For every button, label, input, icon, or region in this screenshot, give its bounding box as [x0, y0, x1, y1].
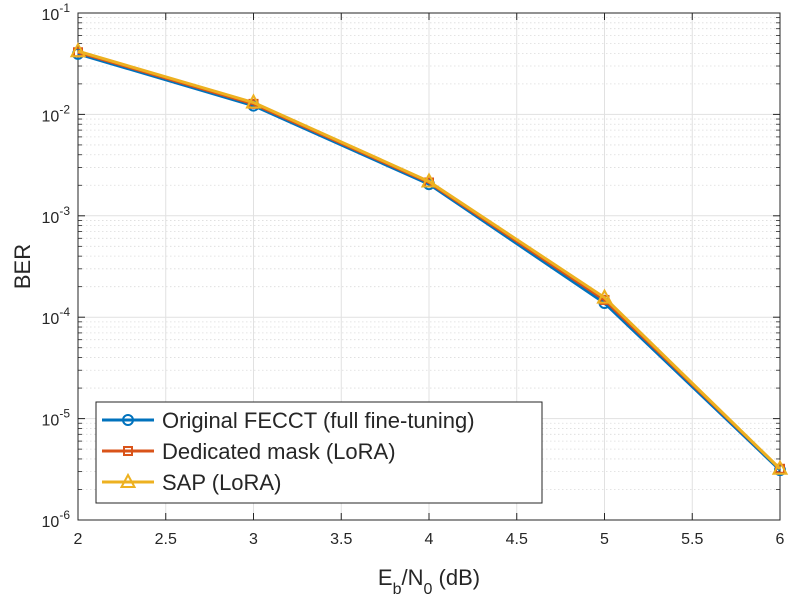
series-line — [77, 49, 782, 470]
y-tick-label: 10-6 — [42, 508, 71, 531]
x-tick-label: 3 — [249, 531, 258, 548]
legend-item: Dedicated mask (LoRA) — [102, 439, 396, 464]
legend-item: Original FECCT (full fine-tuning) — [102, 408, 475, 433]
x-tick-label: 5.5 — [681, 531, 703, 548]
legend-item: SAP (LoRA) — [102, 470, 281, 495]
legend: Original FECCT (full fine-tuning) Dedicat… — [95, 401, 543, 504]
x-tick-label: 3.5 — [330, 531, 352, 548]
data-point — [420, 172, 438, 188]
legend-marker — [119, 472, 137, 488]
legend-marker — [122, 414, 134, 426]
y-tick-label: 10-2 — [42, 102, 71, 125]
data-point — [245, 93, 262, 109]
grid — [77, 12, 781, 521]
legend-label: Original FECCT (full fine-tuning) — [162, 408, 475, 433]
y-tick-label: 10-4 — [42, 305, 71, 328]
y-axis-label: BER — [10, 244, 35, 289]
x-tick-label: 5 — [600, 531, 609, 548]
series-layer — [69, 42, 789, 477]
data-point — [596, 288, 613, 304]
legend-box — [95, 401, 543, 504]
x-tick-label: 2.5 — [155, 531, 177, 548]
y-tick-label: 10-1 — [42, 1, 71, 24]
legend-label: SAP (LoRA) — [162, 470, 281, 495]
data-point — [771, 459, 789, 475]
legend-marker — [123, 446, 133, 456]
x-axis-label: Eb/N0 (dB) — [378, 565, 480, 595]
x-tick-label: 2 — [74, 531, 83, 548]
series-3 — [69, 42, 789, 475]
y-tick-label: 10-3 — [42, 204, 71, 227]
legend-label: Dedicated mask (LoRA) — [162, 439, 396, 464]
data-point — [69, 42, 87, 58]
ticks: 2 2.5 3 3.5 4 4.5 5 5.5 6 10-6 10-5 10-4 10-3 10-2 10-… — [42, 1, 785, 548]
x-tick-label: 6 — [776, 531, 785, 548]
y-tick-label: 10-5 — [42, 407, 71, 430]
x-tick-label: 4 — [425, 531, 434, 548]
x-tick-label: 4.5 — [506, 531, 528, 548]
